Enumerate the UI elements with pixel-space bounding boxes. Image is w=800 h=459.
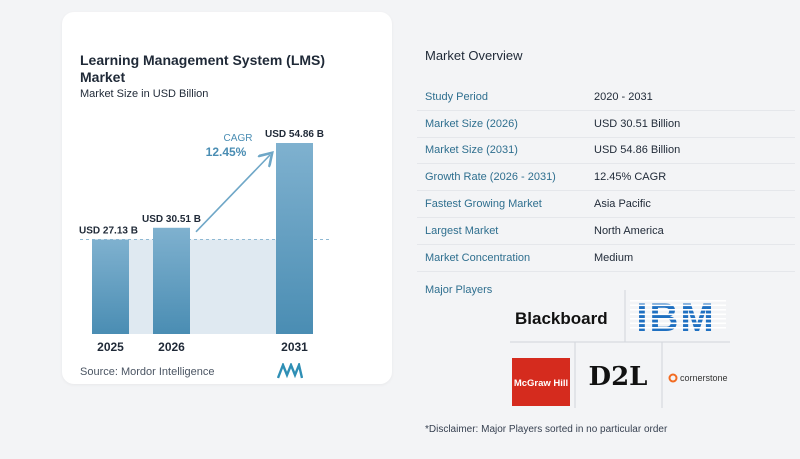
- overview-row: Fastest Growing Market Asia Pacific: [417, 191, 795, 218]
- cagr-label: CAGR: [224, 133, 253, 144]
- overview-value: USD 30.51 Billion: [594, 117, 681, 130]
- overview-row: Market Size (2026) USD 30.51 Billion: [417, 111, 795, 138]
- d2l-logo: D2L: [589, 362, 648, 392]
- overview-label: Market Concentration: [425, 251, 531, 264]
- chart-title: Learning Management System (LMS) Market: [80, 52, 326, 85]
- cagr-arrow: [195, 155, 270, 233]
- overview-table: Study Period 2020 - 2031 Market Size (20…: [417, 84, 795, 272]
- overview-label: Largest Market: [425, 224, 499, 237]
- bar-2031: [276, 143, 313, 334]
- overview-label: Fastest Growing Market: [425, 198, 542, 211]
- cornerstone-logo: cornerstone: [668, 373, 728, 383]
- overview-row: Market Size (2031) USD 54.86 Billion: [417, 138, 795, 165]
- source-text: Source: Mordor Intelligence: [80, 366, 215, 378]
- overview-label: Market Size (2026): [425, 117, 518, 130]
- overview-row: Market Concentration Medium: [417, 245, 795, 272]
- chart-subtitle: Market Size in USD Billion: [80, 88, 209, 100]
- overview-row: Study Period 2020 - 2031: [417, 84, 795, 111]
- x-tick-label: 2026: [158, 340, 185, 354]
- overview-label: Study Period: [425, 90, 488, 103]
- disclaimer-text: *Disclaimer: Major Players sorted in no …: [425, 424, 668, 435]
- overview-label: Market Size (2031): [425, 144, 518, 157]
- cagr-value: 12.45%: [206, 145, 247, 159]
- major-players-title: Major Players: [425, 284, 493, 296]
- overview-row: Growth Rate (2026 - 2031) 12.45% CAGR: [417, 164, 795, 192]
- overview-value: 12.45% CAGR: [594, 171, 667, 184]
- overview-value: Asia Pacific: [594, 198, 651, 211]
- bar-2026: [153, 227, 190, 334]
- cornerstone-text: cornerstone: [680, 373, 728, 383]
- bar-chart: USD 27.13 B 2025 USD 30.51 B 2026 USD 54.86 …: [79, 129, 330, 354]
- overview-value: Medium: [594, 251, 634, 264]
- overview-value: North America: [594, 224, 664, 237]
- overview-row: Largest Market North America: [417, 218, 795, 245]
- bar-value-label: USD 54.86 B: [265, 129, 324, 140]
- bar-value-label: USD 27.13 B: [79, 226, 138, 237]
- mordor-logo-icon: [277, 363, 303, 379]
- overview-label: Growth Rate (2026 - 2031): [425, 171, 556, 184]
- mcgraw-hill-text: McGraw Hill: [514, 378, 568, 389]
- ibm-logo: IBM: [630, 296, 726, 340]
- cornerstone-icon: [668, 373, 678, 383]
- blackboard-logo: Blackboard: [515, 309, 608, 328]
- overview-value: 2020 - 2031: [594, 90, 653, 103]
- overview-value: USD 54.86 Billion: [594, 144, 681, 157]
- bar-2025: [92, 239, 129, 334]
- x-tick-label: 2031: [281, 340, 308, 354]
- bar-value-label: USD 30.51 B: [142, 214, 201, 225]
- overview-title: Market Overview: [425, 48, 523, 63]
- mcgraw-hill-logo: McGraw Hill: [512, 358, 570, 406]
- x-tick-label: 2025: [97, 340, 124, 354]
